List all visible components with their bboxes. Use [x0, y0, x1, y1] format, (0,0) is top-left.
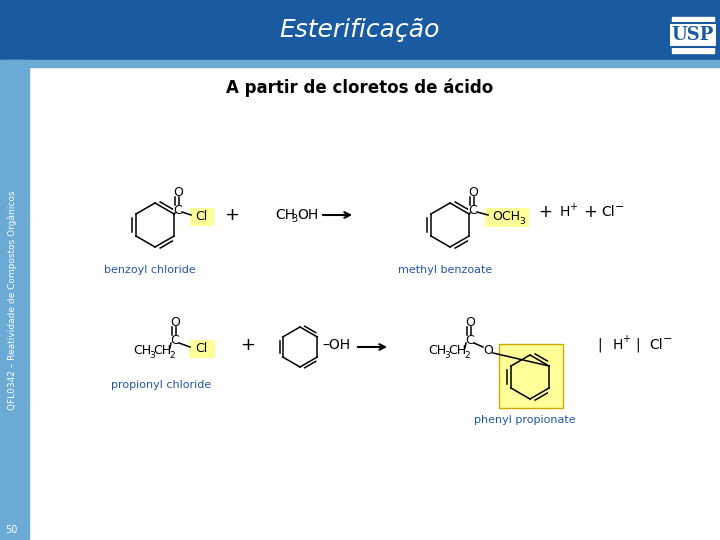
Text: benzoyl chloride: benzoyl chloride: [104, 265, 196, 275]
Text: USP: USP: [672, 26, 714, 44]
Text: C: C: [469, 204, 477, 217]
Text: QFL0342 – Reatividade de Compostos Orgânicos: QFL0342 – Reatividade de Compostos Orgân…: [8, 190, 17, 410]
Text: Esterificação: Esterificação: [280, 18, 440, 42]
Text: O: O: [468, 186, 478, 199]
Text: Cl: Cl: [601, 205, 615, 219]
Text: phenyl propionate: phenyl propionate: [474, 415, 576, 425]
Text: 2: 2: [464, 350, 469, 360]
Bar: [0, 0, 720, 60]
Text: C: C: [171, 334, 179, 347]
Text: H: H: [560, 205, 570, 219]
Text: +: +: [538, 203, 552, 221]
Bar: [0, 60, 29, 540]
Text: C: C: [466, 334, 474, 347]
Text: CH: CH: [133, 343, 151, 356]
FancyBboxPatch shape: [190, 208, 214, 226]
Text: 50: 50: [5, 525, 17, 535]
Text: Cl: Cl: [649, 338, 663, 352]
FancyBboxPatch shape: [189, 340, 215, 358]
Text: −: −: [616, 202, 625, 212]
Text: 3: 3: [444, 350, 450, 360]
Text: –OH: –OH: [322, 338, 350, 352]
Text: CH: CH: [275, 208, 295, 222]
Text: CH: CH: [448, 343, 466, 356]
Bar: [672, 17, 714, 53]
Text: +: +: [240, 336, 256, 354]
Text: O: O: [173, 186, 183, 199]
Text: C: C: [174, 204, 182, 217]
Text: +: +: [622, 334, 630, 344]
Text: 3: 3: [149, 350, 155, 360]
Text: 3: 3: [291, 214, 297, 224]
Text: H: H: [613, 338, 624, 352]
FancyBboxPatch shape: [499, 344, 563, 408]
Text: A partir de cloretos de ácido: A partir de cloretos de ácido: [226, 79, 494, 97]
Text: Cl: Cl: [195, 211, 207, 224]
Text: O: O: [465, 315, 475, 328]
Text: CH: CH: [428, 343, 446, 356]
Text: +: +: [225, 206, 240, 224]
Text: propionyl chloride: propionyl chloride: [111, 380, 211, 390]
Text: |: |: [598, 338, 603, 352]
FancyBboxPatch shape: [485, 208, 529, 227]
Text: |: |: [636, 338, 640, 352]
Text: +: +: [583, 203, 597, 221]
Bar: [0, 60, 720, 67]
Text: O: O: [483, 343, 493, 356]
Text: methyl benzoate: methyl benzoate: [398, 265, 492, 275]
Text: OH: OH: [297, 208, 318, 222]
Text: OCH: OCH: [492, 211, 520, 224]
Text: 2: 2: [169, 350, 175, 360]
Text: +: +: [569, 202, 577, 212]
Text: Cl: Cl: [195, 342, 207, 355]
Text: −: −: [663, 334, 672, 344]
Text: O: O: [170, 315, 180, 328]
Text: CH: CH: [153, 343, 171, 356]
Text: 3: 3: [519, 218, 525, 226]
